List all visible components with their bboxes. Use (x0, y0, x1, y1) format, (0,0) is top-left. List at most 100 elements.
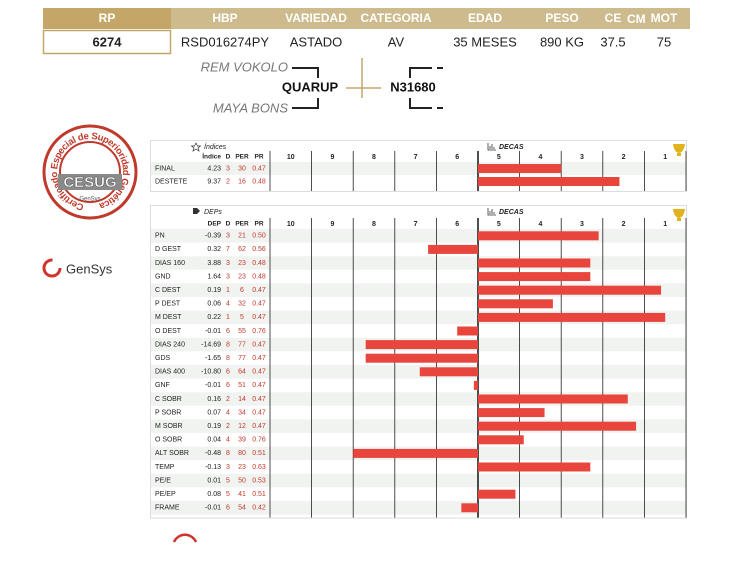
header-label: VARIEDAD (285, 11, 347, 25)
header-value: RSD016274PY (181, 34, 269, 49)
header-label: PESO (545, 11, 578, 25)
dep-value: 0.07 (207, 409, 221, 416)
row-label: FINAL (155, 165, 175, 172)
row-label: M DEST (155, 314, 182, 321)
bar (478, 408, 545, 418)
percentile-value: 12 (238, 423, 246, 430)
x-tick-label: 6 (455, 221, 459, 228)
dep-value: -0.01 (205, 505, 221, 512)
header-value: ASTADO (290, 34, 343, 49)
column-header: PR (254, 154, 263, 161)
pr-value: 0.53 (252, 477, 266, 484)
row-band (151, 473, 686, 488)
row-label: ALT SOBR (155, 450, 189, 457)
sire: QUARUP (282, 79, 339, 94)
percentile-value: 23 (238, 464, 246, 471)
column-header: D (226, 154, 231, 161)
pr-value: 0.47 (252, 301, 266, 308)
rp-header-cell (43, 8, 171, 29)
dep-value: 0.06 (207, 301, 221, 308)
decile-value: 8 (226, 450, 230, 457)
decile-value: 2 (226, 396, 230, 403)
dep-value: -1.65 (205, 355, 221, 362)
decile-value: 4 (226, 437, 230, 444)
pr-value: 0.48 (252, 260, 266, 267)
percentile-value: 64 (238, 369, 246, 376)
chart: Índices DECAS Índice D PER PR 10 9 8 7 6 5 4 3 2 1 FINAL… (150, 140, 687, 192)
column-header: Índice (202, 152, 221, 161)
percentile-value: 23 (238, 260, 246, 267)
x-tick-label: 3 (580, 154, 584, 161)
percentile-value: 77 (238, 341, 246, 348)
row-label: P SOBR (155, 409, 181, 416)
pr-value: 0.47 (252, 355, 266, 362)
pr-value: 0.63 (252, 464, 266, 471)
percentile-value: 54 (238, 505, 246, 512)
pr-value: 0.48 (252, 178, 266, 185)
x-tick-label: 5 (497, 221, 501, 228)
decile-value: 5 (226, 477, 230, 484)
row-label: PE/EP (155, 491, 176, 498)
decoration (172, 533, 198, 543)
row-label: O SOBR (155, 437, 182, 444)
decile-value: 3 (226, 165, 230, 172)
percentile-value: 5 (240, 314, 244, 321)
row-label: M SOBR (155, 423, 183, 430)
row-band (151, 229, 686, 243)
x-tick-label: 1 (663, 221, 667, 228)
connector (346, 58, 381, 98)
pr-value: 0.47 (252, 165, 266, 172)
bar (478, 231, 599, 241)
dep-value: -14.69 (201, 341, 221, 348)
column-header: DEP (208, 221, 222, 228)
row-label: P DEST (155, 301, 181, 308)
pr-value: 0.76 (252, 437, 266, 444)
percentile-value: 62 (238, 246, 246, 253)
row-label: DIAS 160 (155, 260, 185, 267)
x-tick-label: 8 (372, 154, 376, 161)
dep-value: 1.64 (207, 273, 221, 280)
pr-value: 0.47 (252, 314, 266, 321)
dep-value: -0.13 (205, 464, 221, 471)
decile-value: 7 (226, 246, 230, 253)
bar (478, 258, 591, 268)
header-label: CE (605, 11, 622, 25)
x-tick-label: 7 (414, 154, 418, 161)
dep-value: 0.04 (207, 437, 221, 444)
percentile-value: 77 (238, 355, 246, 362)
row-label: O DEST (155, 328, 182, 335)
decile-value: 6 (226, 369, 230, 376)
trophy-icon (673, 209, 685, 221)
percentile-value: 34 (238, 409, 246, 416)
decile-value: 8 (226, 355, 230, 362)
percentile-value: 39 (238, 437, 246, 444)
dam: N31680 (390, 79, 436, 94)
row-label: DIAS 400 (155, 369, 185, 376)
bar (478, 462, 591, 472)
decile-value: 4 (226, 409, 230, 416)
pedigree: REM VOKOLO MAYA BONS QUARUP N31680 (201, 58, 443, 115)
decile-value: 4 (226, 301, 230, 308)
bar (478, 394, 628, 404)
decile-value: 2 (226, 178, 230, 185)
x-tick-label: 3 (580, 221, 584, 228)
pr-value: 0.47 (252, 287, 266, 294)
pr-value: 0.56 (252, 246, 266, 253)
decile-value: 6 (226, 505, 230, 512)
bar (478, 177, 620, 186)
header-value: 75 (657, 34, 671, 49)
x-tick-label: 10 (287, 221, 295, 228)
bar (428, 244, 478, 254)
bar (473, 380, 478, 390)
rp-value-cell (42, 29, 172, 55)
x-tick-label: 1 (663, 154, 667, 161)
dep-value: 0.22 (207, 314, 221, 321)
percentile-value: 50 (238, 477, 246, 484)
axis-icon (487, 208, 496, 216)
header-value: 37.5 (600, 34, 625, 49)
percentile-value: 55 (238, 328, 246, 335)
row-band (151, 162, 686, 175)
row-label: PN (155, 233, 165, 240)
pr-value: 0.76 (252, 328, 266, 335)
